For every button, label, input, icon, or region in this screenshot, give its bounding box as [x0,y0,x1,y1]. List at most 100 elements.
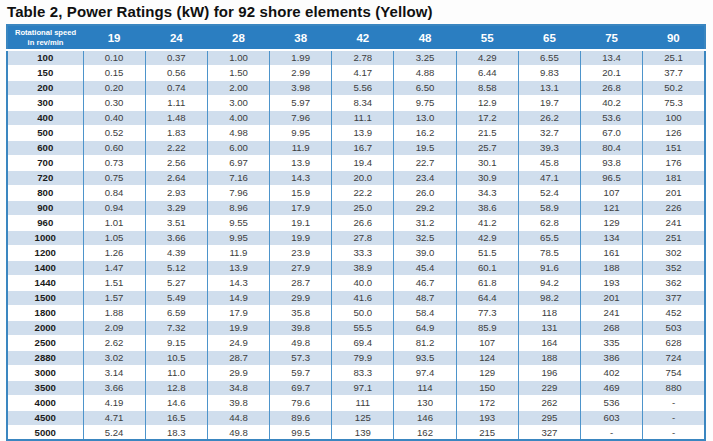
power-rating-cell: 10.5 [145,350,207,365]
table-row: 1000.100.371.001.992.783.254.296.5513.42… [7,50,705,65]
table-row: 7000.732.566.9713.919.422.730.145.893.81… [7,155,705,170]
power-rating-cell: 52.4 [518,185,580,200]
power-rating-cell: 30.9 [456,170,518,185]
power-rating-cell: 196 [518,365,580,380]
header-rotational-speed: Rotational speed in rev/min [7,25,83,50]
power-rating-cell: 724 [643,350,705,365]
power-rating-cell: 41.6 [332,290,394,305]
power-rating-cell: 201 [581,290,643,305]
header-shaft-size: 90 [643,25,705,50]
power-rating-cell: 81.2 [394,335,456,350]
table-body: 1000.100.371.001.992.783.254.296.5513.42… [7,50,705,440]
power-rating-cell: 13.9 [207,260,269,275]
power-rating-cell: 7.96 [270,110,332,125]
row-speed-label: 1400 [7,260,83,275]
power-rating-cell: 13.4 [581,50,643,65]
table-title: Table 2, Power Ratings (kW) for 92 shore… [6,2,707,24]
power-rating-cell: 151 [643,140,705,155]
power-rating-cell: 26.8 [581,80,643,95]
power-rating-cell: 161 [581,245,643,260]
power-rating-cell: 402 [581,365,643,380]
power-rating-cell: 27.8 [332,230,394,245]
table-row: 9601.013.519.5519.126.631.241.262.812924… [7,215,705,230]
power-rating-cell: 1.05 [83,230,145,245]
power-rating-cell: 111 [332,395,394,410]
power-rating-cell: 2.64 [145,170,207,185]
speed-header-line2: in rev/min [8,38,83,47]
row-speed-label: 2000 [7,320,83,335]
power-rating-cell: 16.5 [145,410,207,425]
power-rating-cell: 2.22 [145,140,207,155]
power-rating-cell: 17.9 [270,200,332,215]
power-rating-cell: 49.8 [270,335,332,350]
power-rating-cell: 1.57 [83,290,145,305]
power-rating-cell: 11.9 [207,245,269,260]
power-rating-cell: 24.9 [207,335,269,350]
power-rating-cell: 188 [581,260,643,275]
power-rating-cell: 5.49 [145,290,207,305]
power-rating-cell: 262 [518,395,580,410]
power-rating-cell: 5.97 [270,95,332,110]
power-rating-cell: 1.01 [83,215,145,230]
power-rating-cell: 98.2 [518,290,580,305]
power-rating-cell: 3.02 [83,350,145,365]
power-rating-cell: 377 [643,290,705,305]
power-rating-cell: 6.00 [207,140,269,155]
power-rating-cell: 93.8 [581,155,643,170]
power-rating-cell: 21.5 [456,125,518,140]
power-rating-cell: 33.3 [332,245,394,260]
power-rating-cell: 19.9 [270,230,332,245]
row-speed-label: 300 [7,95,83,110]
power-rating-cell: 78.5 [518,245,580,260]
power-rating-cell: 19.9 [207,320,269,335]
power-rating-cell: 14.6 [145,395,207,410]
power-rating-cell: 503 [643,320,705,335]
table-row: 2000.200.742.003.985.566.508.5813.126.85… [7,80,705,95]
table-row: 1500.150.561.502.994.174.886.449.8320.13… [7,65,705,80]
power-rating-cell: 9.15 [145,335,207,350]
header-shaft-size: 24 [145,25,207,50]
power-rating-cell: 11.9 [270,140,332,155]
power-rating-cell: 91.6 [518,260,580,275]
power-rating-cell: 45.8 [518,155,580,170]
power-rating-cell: 754 [643,365,705,380]
power-rating-cell: 79.9 [332,350,394,365]
header-shaft-size: 48 [394,25,456,50]
power-rating-cell: 201 [643,185,705,200]
power-rating-cell: 35.8 [270,305,332,320]
power-rating-cell: 7.96 [207,185,269,200]
table-row: 20002.097.3219.939.855.564.985.913126850… [7,320,705,335]
power-rating-cell: 536 [581,395,643,410]
power-rating-cell: 2.62 [83,335,145,350]
power-rating-cell: 39.3 [518,140,580,155]
power-rating-cell: 3.51 [145,215,207,230]
power-rating-cell: 14.3 [207,275,269,290]
power-rating-cell: 6.97 [207,155,269,170]
power-rating-cell: 188 [518,350,580,365]
power-rating-cell: 162 [394,425,456,440]
power-rating-cell: 229 [518,380,580,395]
power-rating-cell: 7.16 [207,170,269,185]
power-rating-cell: 3.66 [83,380,145,395]
power-rating-cell: 38.9 [332,260,394,275]
row-speed-label: 150 [7,65,83,80]
page: Table 2, Power Ratings (kW) for 92 shore… [0,0,713,441]
power-rating-cell: 193 [456,410,518,425]
power-rating-cell: 9.55 [207,215,269,230]
table-row: 4000.401.484.007.9611.113.017.226.253.61… [7,110,705,125]
power-rating-cell: 32.5 [394,230,456,245]
power-rating-cell: 7.32 [145,320,207,335]
power-rating-cell: 129 [581,215,643,230]
table-row: 28803.0210.528.757.379.993.5124188386724 [7,350,705,365]
power-rating-cell: 30.1 [456,155,518,170]
power-rating-cell: 4.17 [332,65,394,80]
power-rating-cell: 3.29 [145,200,207,215]
power-rating-cell: 44.8 [207,410,269,425]
power-rating-cell: 20.0 [332,170,394,185]
power-rating-cell: 13.1 [518,80,580,95]
power-rating-cell: 0.30 [83,95,145,110]
power-rating-cell: 5.27 [145,275,207,290]
power-rating-cell: 181 [643,170,705,185]
power-rating-cell: 1.88 [83,305,145,320]
power-rating-cell: 69.7 [270,380,332,395]
